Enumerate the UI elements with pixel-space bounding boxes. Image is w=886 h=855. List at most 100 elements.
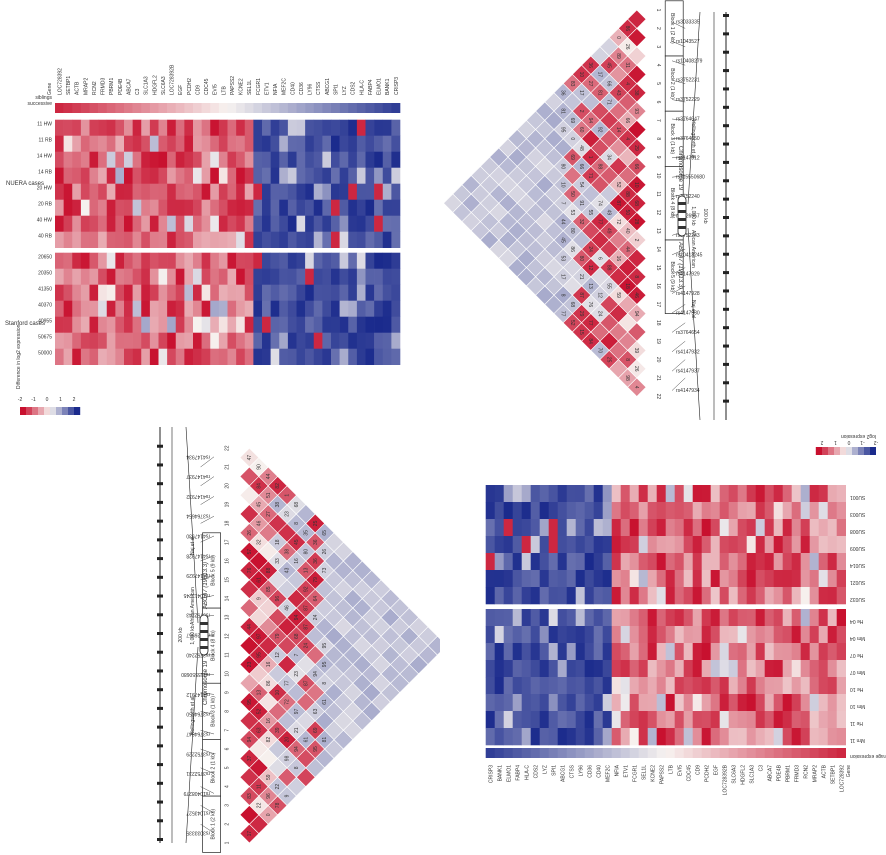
snp-label: rs3764647 xyxy=(676,117,700,123)
heatmap-cell xyxy=(764,553,774,571)
gene-label: KCNE2 xyxy=(650,765,656,782)
heatmap-cell xyxy=(167,135,177,152)
heatmap-row xyxy=(485,694,846,712)
heatmap-cell xyxy=(365,332,375,349)
heatmap-cell xyxy=(382,199,392,216)
heatmap-cell xyxy=(539,609,549,627)
heatmap-cell xyxy=(236,231,246,248)
heatmap-cell xyxy=(710,626,720,644)
gene-label: C3 xyxy=(758,765,764,772)
heatmap-cell xyxy=(98,316,108,333)
heatmap-cell xyxy=(331,332,340,349)
heatmap-cell xyxy=(141,135,151,152)
heatmap-cell xyxy=(674,553,684,571)
heatmap-cell xyxy=(210,284,220,301)
heatmap-cell xyxy=(827,536,837,554)
heatmap-row xyxy=(485,677,846,695)
heatmap-cell xyxy=(566,728,576,746)
gene-label: BANK1 xyxy=(497,765,503,782)
heatmap-cell xyxy=(141,332,151,349)
row-label: He 04 xyxy=(850,618,864,624)
heatmap-cell xyxy=(270,183,280,200)
heatmap-cell xyxy=(80,316,90,333)
heatmap-cell xyxy=(701,694,711,712)
gene-header: Gene xyxy=(47,83,53,95)
ld-value: 45 xyxy=(560,237,566,243)
gene-label: FRMD3 xyxy=(101,78,107,95)
ld-value: 83 xyxy=(247,793,253,799)
heatmap-cell xyxy=(227,332,237,349)
heatmap-cell xyxy=(348,332,358,349)
heatmap-cell xyxy=(339,252,349,269)
heatmap-row xyxy=(55,252,401,269)
snp-connector xyxy=(671,156,686,159)
ld-value: 87 xyxy=(303,605,309,611)
ld-position-number: 21 xyxy=(225,464,231,470)
heatmap-cell xyxy=(115,167,125,184)
heatmap-cell xyxy=(818,519,828,537)
ld-value: 86 xyxy=(266,680,272,686)
heatmap-cell xyxy=(647,660,657,678)
heatmap-cell xyxy=(218,300,228,317)
heatmap-cell xyxy=(374,119,384,136)
heatmap-cell xyxy=(339,199,349,216)
gene-label: CD40 xyxy=(596,765,602,778)
heatmap-cell xyxy=(575,553,585,571)
snp-connector xyxy=(200,786,215,794)
heatmap-cell xyxy=(503,728,513,746)
gene-label: PDE4B xyxy=(776,764,782,781)
heatmap-cell xyxy=(647,502,657,520)
heatmap-cell xyxy=(244,151,254,168)
ld-value: 46 xyxy=(256,520,262,526)
gene-label: ELMO1 xyxy=(377,78,383,95)
snp-connector xyxy=(671,60,686,66)
heatmap-cell xyxy=(773,643,783,661)
heatmap-cell xyxy=(124,348,133,365)
heatmap-cell xyxy=(791,570,801,588)
heatmap-cell xyxy=(827,677,837,695)
heatmap-cell xyxy=(827,587,837,605)
heatmap-cell xyxy=(55,199,64,216)
heatmap-cell xyxy=(227,268,237,285)
heatmap-cell xyxy=(638,643,648,661)
heatmap-row xyxy=(485,502,846,520)
ld-value: 85 xyxy=(266,586,272,592)
heatmap-cell xyxy=(227,300,237,317)
heatmap-cell xyxy=(55,119,64,136)
heatmap-cell xyxy=(348,151,358,168)
heatmap-cell xyxy=(175,215,185,232)
header-cell xyxy=(115,103,125,113)
heatmap-cell xyxy=(253,119,263,136)
heatmap-cell xyxy=(296,300,306,317)
ld-value: 68 xyxy=(294,502,300,508)
heatmap-cell xyxy=(836,502,846,520)
heatmap-cell xyxy=(193,215,202,232)
heatmap-cell xyxy=(773,609,783,627)
group-label-nuera: NUERA cases xyxy=(6,181,44,187)
heatmap-cell xyxy=(132,167,142,184)
ld-position-number: 10 xyxy=(655,173,661,179)
heatmap-cell xyxy=(782,609,792,627)
heatmap-cell xyxy=(656,485,666,503)
row-label: SU003 xyxy=(850,511,866,517)
heatmap-cell xyxy=(566,485,576,503)
heatmap-cell xyxy=(620,677,630,695)
header-cell xyxy=(244,103,254,113)
heatmap-cell xyxy=(279,300,289,317)
heatmap-cell xyxy=(719,626,729,644)
heatmap-cell xyxy=(800,519,810,537)
heatmap-cell xyxy=(236,183,246,200)
heatmap-cell xyxy=(638,609,648,627)
heatmap-cell xyxy=(548,553,558,571)
heatmap-cell xyxy=(566,553,576,571)
header-cell xyxy=(184,103,194,113)
heatmap-cell xyxy=(791,626,801,644)
gene-label: CDS2 xyxy=(533,765,539,779)
heatmap-cell xyxy=(629,485,639,503)
heatmap-cell xyxy=(584,643,594,661)
heatmap-cell xyxy=(356,151,366,168)
legend-tick: 1 xyxy=(834,439,837,445)
heatmap-cell xyxy=(339,119,349,136)
heatmap-cell xyxy=(115,332,125,349)
heatmap-cell xyxy=(620,485,630,503)
